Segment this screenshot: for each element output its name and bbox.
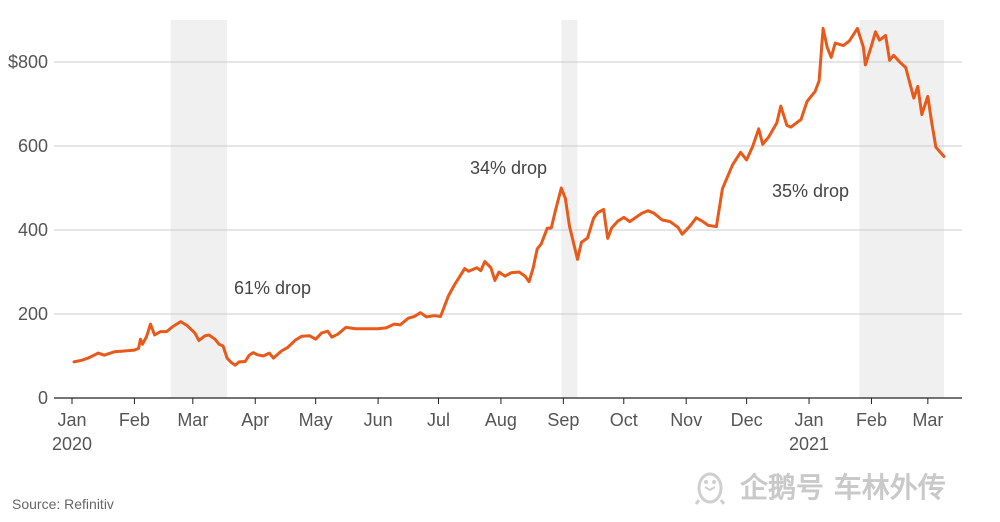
x-tick-label: Nov [670,410,702,430]
x-tick-label: Mar [177,410,208,430]
x-tick-label: Sep [547,410,579,430]
drawdown-annotations: 61% drop 34% drop 35% drop [234,158,849,298]
gridlines-group [54,61,962,399]
y-tick-label: 200 [18,304,48,324]
x-tick-label: Jun [364,410,393,430]
y-tick-label: 0 [38,388,48,408]
watermark-text: 企鹅号 车林外传 [740,471,946,504]
y-tick-label: 400 [18,220,48,240]
drawdown-shade-3 [859,20,944,398]
drawdown-shading-group [170,20,944,398]
drawdown-shade-1 [170,20,228,398]
penguin-icon [694,472,726,505]
series-group [72,26,946,367]
drawdown-shade-2 [561,20,578,398]
drawdown-label-3: 35% drop [772,181,849,201]
drawdown-label-2: 34% drop [470,158,547,178]
y-axis-labels: 0 200 400 600 $800 [8,52,48,408]
x-tick-label: May [299,410,333,430]
watermark: 企鹅号 车林外传 [690,466,946,506]
x-tick-label: Oct [610,410,638,430]
y-tick-label: 600 [18,136,48,156]
x-tick-label: Feb [119,410,150,430]
x-tick-label: Jan [57,410,86,430]
drawdown-label-1: 61% drop [234,278,311,298]
x-tick-label: Dec [731,410,763,430]
y-tick-label: $800 [8,52,48,72]
series-line-1 [72,26,946,367]
x-tick-label: Jan [795,410,824,430]
x-tick-year-label: 2020 [52,434,92,454]
x-tick-label: Feb [856,410,887,430]
source-note: Source: Refinitiv [12,496,114,512]
x-tick-label: Jul [427,410,450,430]
x-tick-label: Aug [485,410,517,430]
x-tick-label: Mar [912,410,943,430]
x-tick-year-label: 2021 [789,434,829,454]
x-tick-label: Apr [241,410,269,430]
x-axis-labels: Jan 2020 Feb Mar Apr May Jun Jul Aug Sep Oct Nov Dec… [52,398,943,454]
